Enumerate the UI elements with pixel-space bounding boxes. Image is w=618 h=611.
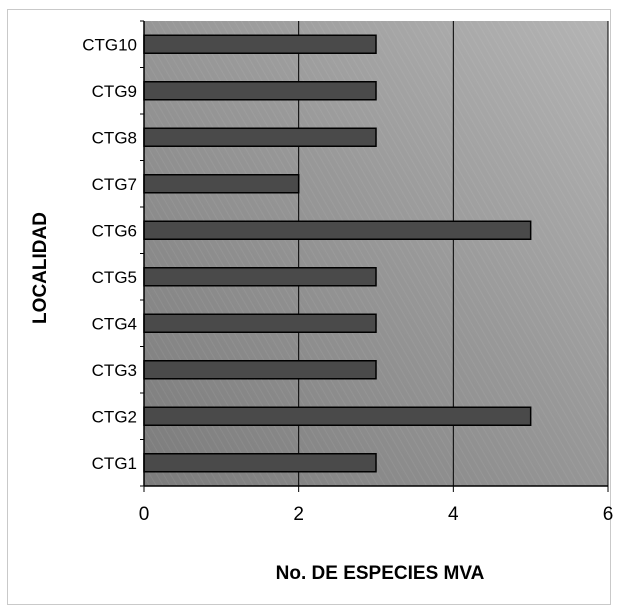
y-tick-label: CTG3 [92, 361, 137, 380]
bar-ctg7 [143, 174, 300, 194]
bar-ctg9 [143, 81, 377, 101]
x-tick-labels: 0 2 4 6 [139, 504, 614, 525]
bar-ctg8 [143, 127, 377, 147]
y-axis-title: LOCALIDAD [30, 212, 51, 324]
bar-ctg5 [143, 267, 377, 287]
bar-ctg4 [143, 313, 377, 333]
y-tick-label: CTG10 [82, 35, 137, 54]
x-tick-label: 4 [448, 504, 459, 525]
y-tick-labels: CTG1 CTG2 CTG3 CTG4 CTG5 CTG6 CTG7 CTG8 CTG9 CTG1… [82, 35, 137, 473]
bar-ctg10 [143, 34, 377, 54]
y-tick-label: CTG4 [92, 314, 137, 333]
y-tick-label: CTG9 [92, 82, 137, 101]
bar-ctg1 [143, 453, 377, 473]
axes [140, 20, 608, 487]
y-tick-label: CTG1 [92, 454, 137, 473]
bar-ctg2 [143, 406, 532, 426]
x-tick-label: 2 [293, 504, 304, 525]
x-tick-label: 0 [139, 504, 150, 525]
x-tick-label: 6 [603, 504, 614, 525]
y-tick-label: CTG5 [92, 268, 137, 287]
y-tick-label: CTG7 [92, 175, 137, 194]
bar-ctg3 [143, 360, 377, 380]
y-tick-label: CTG2 [92, 407, 137, 426]
y-tick-label: CTG8 [92, 128, 137, 147]
y-tick-label: CTG6 [92, 221, 137, 240]
bars [143, 34, 532, 473]
x-axis-title: No. DE ESPECIES MVA [276, 563, 485, 584]
bar-ctg6 [143, 220, 532, 240]
